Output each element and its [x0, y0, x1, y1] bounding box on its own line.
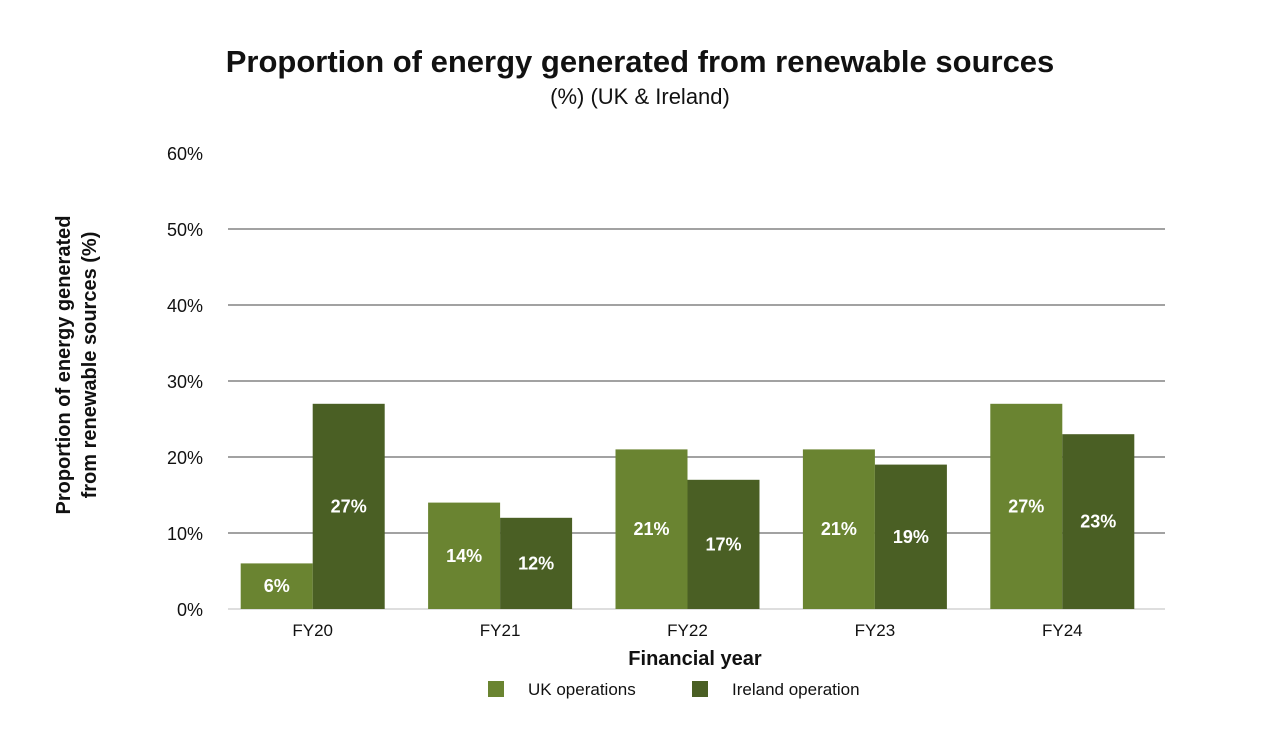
bar-uk-fy21: [428, 502, 501, 609]
data-label: 21%: [821, 519, 857, 539]
data-label: 27%: [1008, 496, 1044, 516]
y-axis-title: Proportion of energy generated from rene…: [53, 216, 101, 515]
legend-swatch: [692, 681, 708, 697]
bar-ireland-fy22: [687, 479, 760, 609]
y-tick-label: 40%: [167, 296, 203, 316]
y-axis-title-line1: Proportion of energy generated: [53, 216, 75, 515]
bar-ireland-fy21: [500, 517, 573, 609]
y-tick-label: 60%: [167, 144, 203, 164]
data-label: 21%: [633, 519, 669, 539]
bars: [240, 403, 1135, 609]
y-axis-title-line2: from renewable sources (%): [79, 232, 101, 499]
data-label: 6%: [264, 576, 290, 596]
bar-ireland-fy20: [312, 403, 385, 609]
legend-label: Ireland operation: [732, 680, 860, 699]
data-label: 27%: [331, 496, 367, 516]
x-axis-ticks: FY20 FY21 FY22 FY23 FY24: [292, 621, 1082, 640]
bar-uk-fy20: [240, 563, 313, 609]
bar-uk-fy23: [802, 449, 875, 609]
x-tick-label: FY23: [855, 621, 896, 640]
chart-title: Proportion of energy generated from rene…: [226, 44, 1055, 79]
y-axis-ticks: 0% 10% 20% 30% 40% 50% 60%: [167, 144, 203, 620]
y-tick-label: 0%: [177, 600, 203, 620]
legend-label: UK operations: [528, 680, 636, 699]
x-axis-title: Financial year: [628, 648, 762, 670]
bar-uk-fy22: [615, 449, 688, 609]
y-tick-label: 10%: [167, 524, 203, 544]
bar-uk-fy24: [990, 403, 1063, 609]
data-label: 19%: [893, 527, 929, 547]
bar-ireland-fy23: [874, 464, 947, 609]
bar-labels: 6% 27% 14% 12% 21% 17% 21% 19% 27% 23%: [264, 496, 1117, 596]
x-tick-label: FY20: [292, 621, 333, 640]
chart-subtitle: (%) (UK & Ireland): [550, 84, 730, 109]
data-label: 23%: [1080, 512, 1116, 532]
bar-ireland-fy24: [1062, 434, 1135, 609]
x-tick-label: FY22: [667, 621, 708, 640]
legend: UK operations Ireland operation: [488, 680, 860, 699]
y-tick-label: 50%: [167, 220, 203, 240]
data-label: 12%: [518, 553, 554, 573]
x-tick-label: FY24: [1042, 621, 1083, 640]
data-label: 17%: [705, 534, 741, 554]
y-tick-label: 30%: [167, 372, 203, 392]
y-tick-label: 20%: [167, 448, 203, 468]
data-label: 14%: [446, 546, 482, 566]
legend-swatch: [488, 681, 504, 697]
x-tick-label: FY21: [480, 621, 521, 640]
